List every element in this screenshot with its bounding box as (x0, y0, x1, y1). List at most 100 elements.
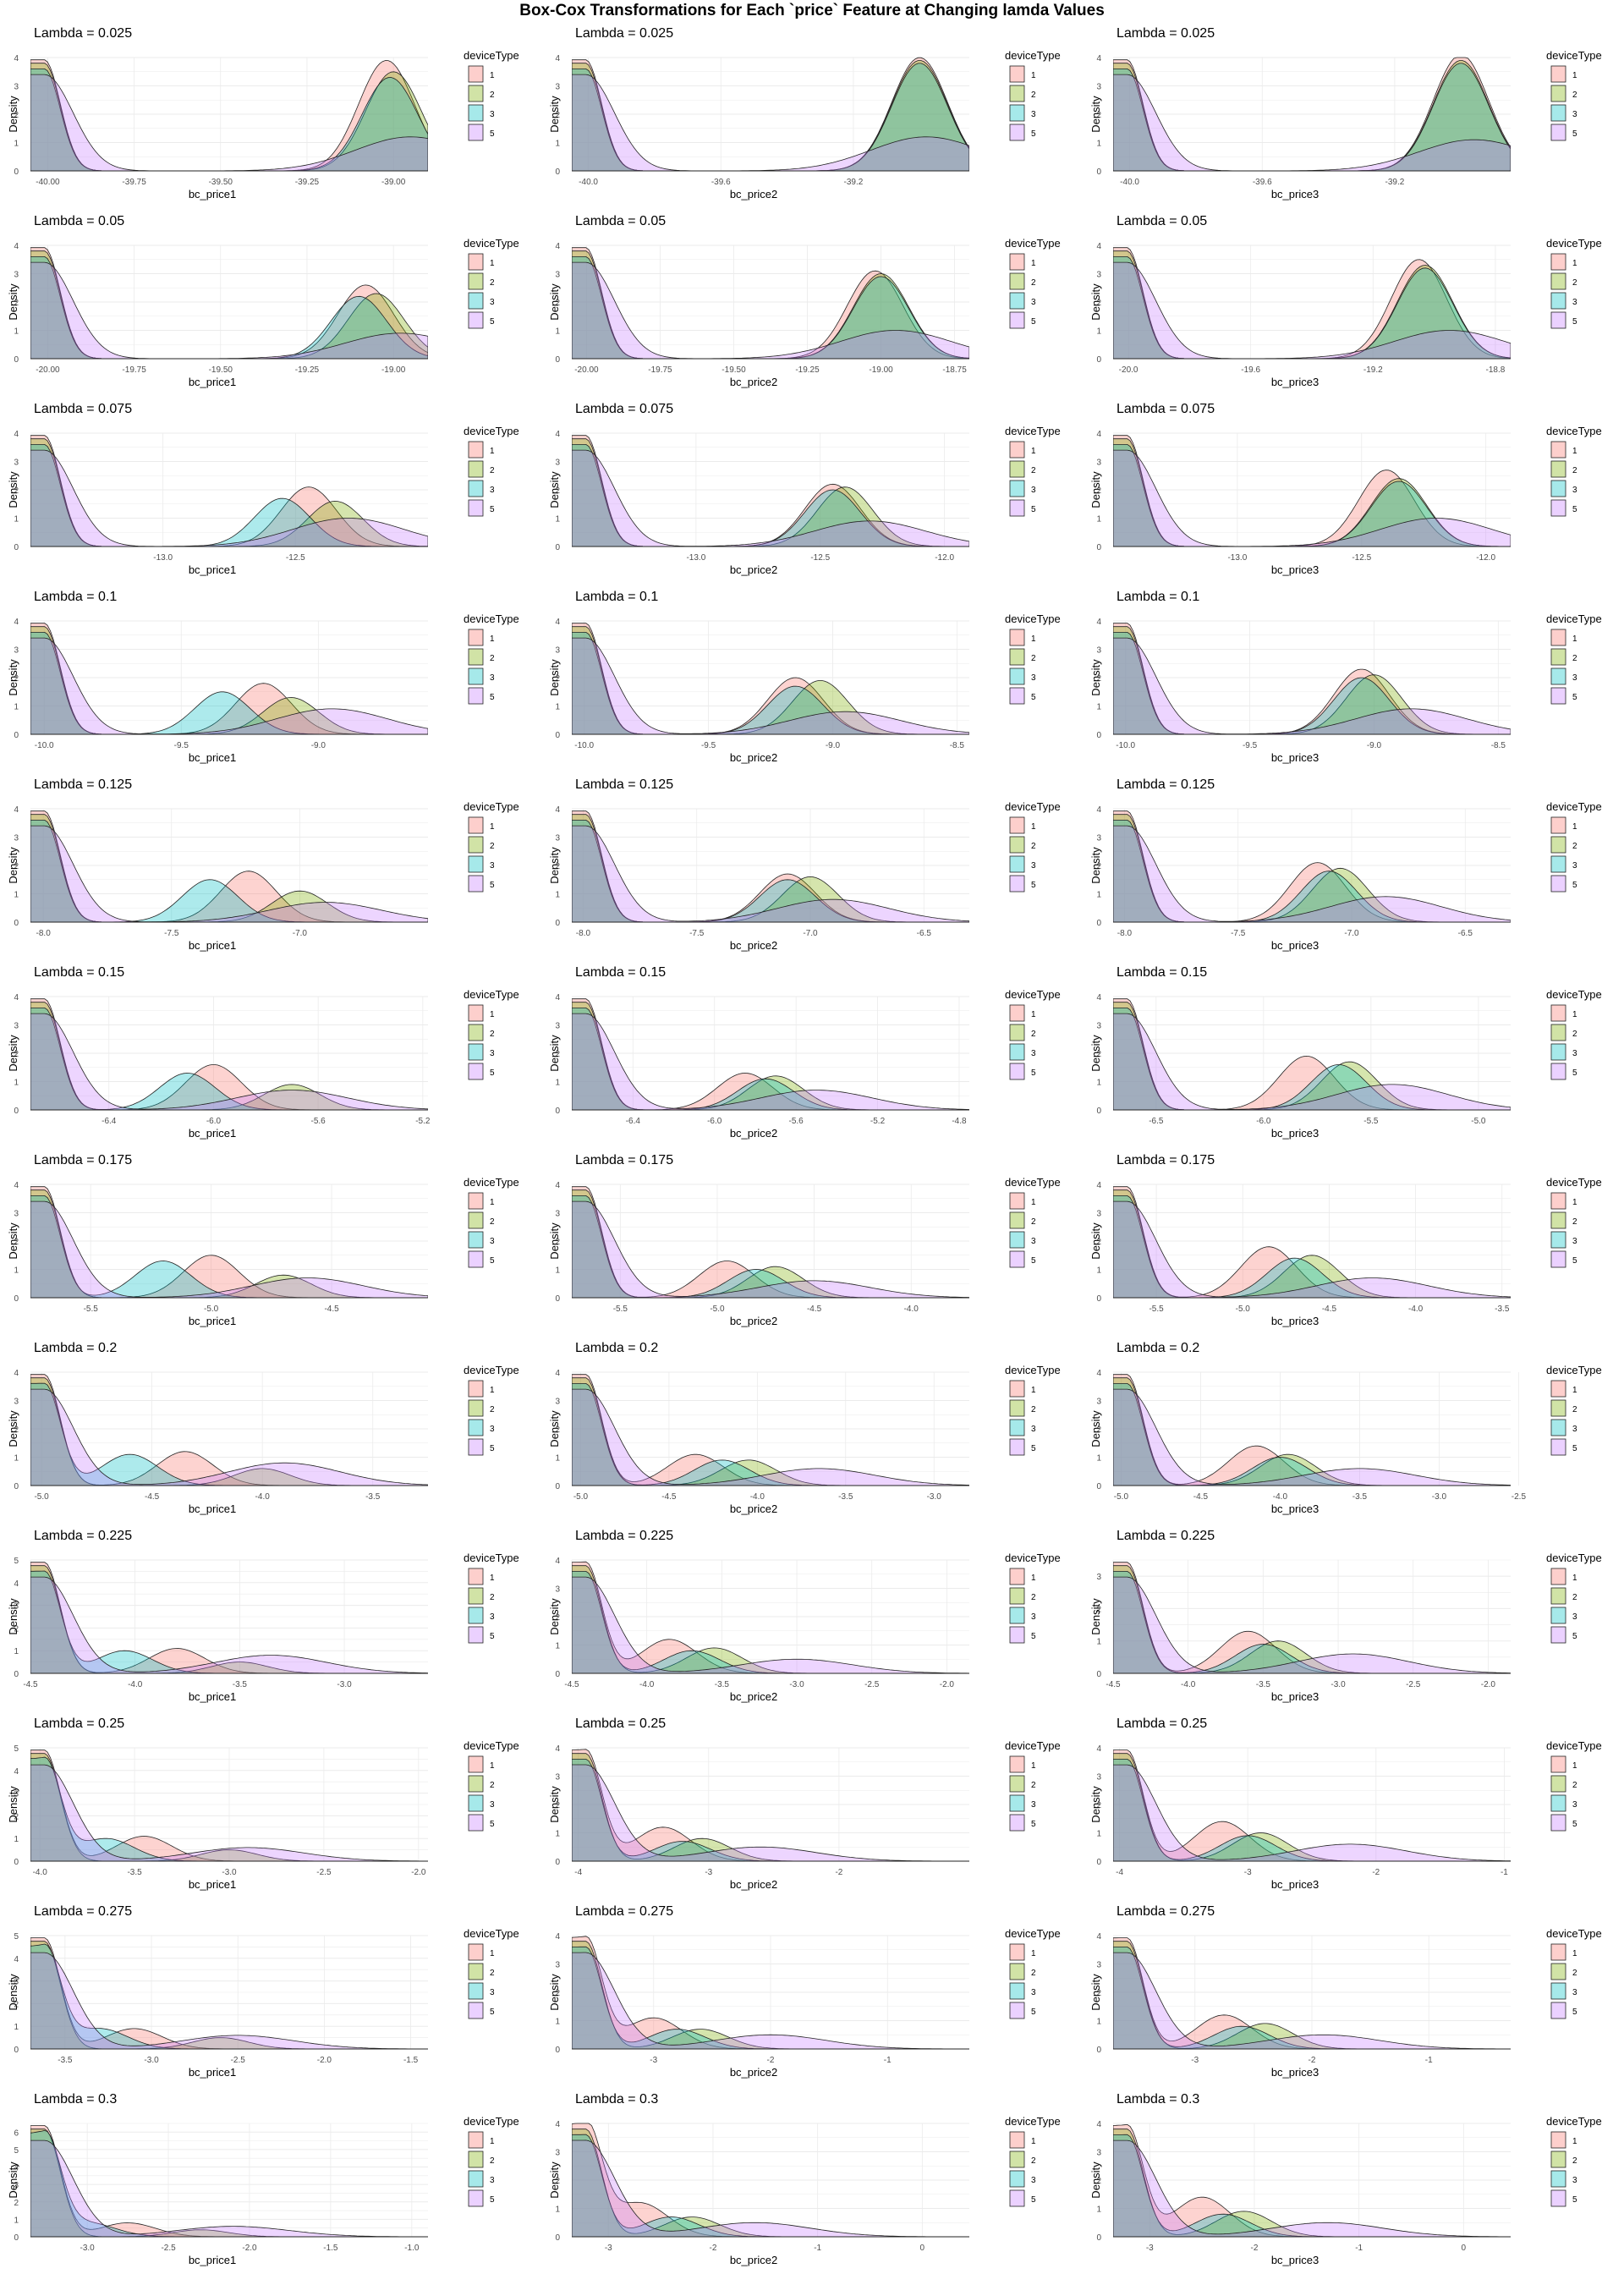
density-area-series-5 (1113, 1388, 1511, 1486)
legend-key-5 (1550, 2002, 1566, 2019)
density-area-series-5 (30, 1576, 428, 1673)
y-tick-label: 3 (14, 1398, 19, 1407)
legend-key-5 (1550, 2189, 1566, 2207)
x-tick-label: -12.5 (286, 553, 305, 563)
legend-label: 1 (490, 2137, 495, 2146)
facet-panel: Lambda = 0.275 0 1 2 3 4 -3 -2 -1 bc_price2 Densit… (548, 1904, 1061, 2079)
y-tick-label: 3 (555, 1773, 560, 1782)
y-tick-label: 4 (14, 993, 19, 1002)
x-tick-label: -3 (1244, 1868, 1252, 1877)
y-tick-label: 1 (555, 703, 560, 712)
panel-title: Lambda = 0.1 (1116, 590, 1199, 604)
facet-panel: Lambda = 0.15 0 1 2 3 4 -6.5 -6.0 -5.5 -5.0 bc_pri… (1089, 965, 1602, 1140)
y-tick-label: 0 (1096, 2233, 1101, 2243)
x-tick-label: -5.5 (1149, 1305, 1164, 1314)
facet-panel: Lambda = 0.05 0 1 2 3 4 -20.00 -19.75 -19.50 -19.… (7, 214, 519, 388)
facet-panel: Lambda = 0.25 0 1 2 3 4 -4 -3 -2 bc_price2 Density… (548, 1716, 1061, 1891)
x-tick-label: -7.5 (689, 929, 705, 938)
x-tick-label: -3 (1191, 2056, 1199, 2065)
legend-key-2 (468, 1211, 484, 1229)
facet-panel: Lambda = 0.1 0 1 2 3 4 -10.0 -9.5 -9.0 -8.5 bc_pri… (548, 590, 1061, 764)
legend-key-5 (1009, 124, 1025, 141)
panel-title: Lambda = 0.275 (575, 1904, 673, 1919)
x-axis-label: bc_price3 (1271, 1127, 1319, 1140)
legend-key-2 (1550, 1587, 1566, 1605)
legend-key-1 (468, 1004, 484, 1022)
y-tick-label: 0 (555, 1294, 560, 1304)
legend-label: 1 (490, 1010, 495, 1019)
density-area-series-3 (1113, 1947, 1511, 2049)
legend-label: 3 (490, 1988, 495, 1997)
legend-label: 3 (1031, 1425, 1036, 1434)
legend-key-1 (1009, 629, 1025, 646)
legend-key-3 (468, 1231, 484, 1249)
legend-key-2 (1550, 1211, 1566, 1229)
legend-label: 3 (1572, 110, 1577, 119)
x-tick-label: -13.0 (1227, 553, 1247, 563)
x-tick-label: -4 (574, 1868, 582, 1877)
y-tick-label: 2 (555, 1613, 560, 1623)
panel-title: Lambda = 0.3 (34, 2092, 117, 2106)
y-tick-label: 3 (14, 1210, 19, 1219)
legend-label: 2 (1572, 2156, 1577, 2166)
density-area-series-2 (1113, 2128, 1511, 2237)
y-tick-label: 3 (555, 459, 560, 468)
legend-key-5 (1550, 499, 1566, 517)
legend-title: deviceType (464, 49, 519, 62)
legend-label: 5 (490, 693, 495, 702)
density-area-series-2 (572, 1753, 969, 1861)
legend-label: 5 (1031, 2008, 1036, 2017)
y-tick-label: 3 (1096, 1961, 1101, 1970)
density-area-series-3 (1113, 1008, 1511, 1110)
x-tick-label: -3.5 (365, 1492, 381, 1502)
y-tick-label: 1 (14, 891, 19, 900)
legend-key-3 (1550, 480, 1566, 497)
legend-title: deviceType (1546, 49, 1602, 62)
density-area-series-3 (572, 632, 969, 734)
y-tick-label: 2 (1096, 1605, 1101, 1614)
legend-key-3 (1009, 1043, 1025, 1061)
y-tick-label: 2 (1096, 1238, 1101, 1247)
legend-label: 2 (1572, 1405, 1577, 1414)
x-tick-label: -10.0 (1116, 741, 1135, 750)
legend-label: 2 (1572, 1969, 1577, 1978)
density-area-series-5 (572, 1388, 969, 1486)
facet-panel: Lambda = 0.225 0 1 2 3 4 5 -4.5 -4.0 -3.5 -3.0 bc_p… (7, 1529, 519, 1703)
legend-title: deviceType (1005, 612, 1061, 625)
legend-key-1 (1550, 65, 1566, 83)
legend-key-1 (1550, 629, 1566, 646)
legend-title: deviceType (1005, 1739, 1061, 1752)
x-tick-label: -3 (605, 2244, 612, 2253)
legend-label: 1 (1031, 71, 1036, 80)
plot-area (1113, 1186, 1511, 1298)
y-axis-label: Density (1089, 659, 1102, 696)
density-area-series-3 (572, 1383, 969, 1486)
x-tick-label: -8.5 (950, 741, 965, 750)
y-tick-label: 2 (14, 674, 19, 684)
panel-title: Lambda = 0.25 (1116, 1716, 1207, 1731)
x-tick-label: -19.25 (295, 365, 320, 375)
x-tick-label: -4.0 (904, 1305, 919, 1314)
x-axis-label: bc_price2 (730, 1502, 777, 1515)
x-tick-label: -19.00 (381, 365, 406, 375)
x-tick-label: -3.0 (144, 2056, 159, 2065)
x-tick-label: -12.5 (810, 553, 830, 563)
x-tick-label: -3.0 (80, 2244, 96, 2253)
y-tick-label: 2 (1096, 299, 1101, 308)
y-tick-label: 3 (555, 834, 560, 843)
y-tick-label: 4 (14, 618, 19, 627)
x-tick-label: -9.0 (311, 741, 326, 750)
legend-key-1 (1009, 1568, 1025, 1585)
y-tick-label: 4 (555, 618, 560, 627)
legend-key-3 (1009, 1607, 1025, 1624)
y-tick-label: 1 (1096, 1454, 1101, 1464)
legend-key-5 (468, 1438, 484, 1456)
y-tick-label: 0 (555, 731, 560, 740)
panel-title: Lambda = 0.05 (575, 214, 666, 228)
legend-label: 5 (1031, 1632, 1036, 1641)
legend-label: 3 (490, 1612, 495, 1622)
legend-title: deviceType (1005, 988, 1061, 1001)
legend-key-5 (468, 311, 484, 329)
legend-key-3 (1009, 667, 1025, 685)
